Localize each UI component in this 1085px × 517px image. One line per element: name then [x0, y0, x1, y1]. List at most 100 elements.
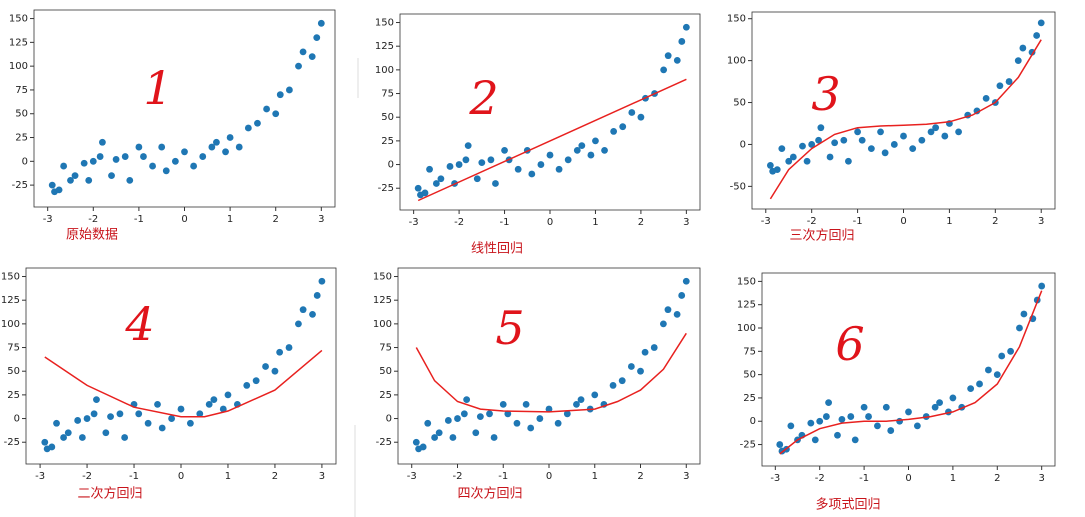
y-tick-label: 125	[375, 41, 394, 52]
data-point	[487, 156, 495, 164]
x-tick-label: -3	[770, 473, 780, 484]
data-point	[637, 367, 644, 375]
data-point	[463, 396, 471, 404]
data-point	[1007, 347, 1015, 355]
data-point	[890, 141, 898, 148]
data-point	[454, 415, 461, 422]
y-tick-label: 100	[1, 319, 20, 330]
data-point	[555, 165, 563, 173]
data-point	[490, 434, 498, 441]
data-point	[460, 410, 468, 418]
data-point	[847, 413, 855, 420]
data-point	[158, 143, 166, 151]
data-point	[678, 292, 686, 299]
data-point	[927, 128, 935, 136]
data-point	[60, 434, 67, 441]
data-point	[967, 385, 975, 393]
caption: 原始数据	[66, 228, 118, 243]
handwritten-number: 3	[811, 67, 840, 121]
data-point	[513, 419, 521, 427]
y-tick-label: 75	[379, 343, 392, 354]
data-point	[419, 443, 427, 451]
data-point	[121, 153, 129, 160]
fit-line	[44, 349, 323, 418]
data-point	[1037, 19, 1045, 27]
x-tick-label: 1	[225, 471, 231, 482]
data-point	[295, 62, 302, 70]
x-tick-label: -3	[761, 216, 771, 227]
y-tick-label: 150	[1, 272, 20, 283]
data-point	[432, 180, 440, 187]
data-point	[773, 166, 781, 174]
data-point	[308, 53, 316, 61]
data-point	[785, 157, 793, 165]
data-point	[295, 320, 302, 328]
data-point	[522, 400, 530, 408]
x-tick-label: 2	[637, 471, 643, 482]
data-point	[67, 176, 74, 184]
data-point	[659, 320, 667, 328]
data-point	[573, 146, 581, 154]
x-tick-label: 3	[318, 214, 324, 225]
data-point	[412, 438, 420, 446]
y-tick-label: 50	[7, 366, 20, 377]
data-point	[464, 142, 472, 150]
data-point	[1020, 310, 1028, 318]
data-point	[867, 145, 875, 153]
data-point	[48, 181, 56, 189]
axes-frame	[25, 267, 337, 465]
data-point	[271, 367, 279, 375]
x-tick-label: 3	[1038, 473, 1044, 484]
x-tick-label: 1	[227, 214, 233, 225]
x-tick-label: -3	[409, 217, 419, 228]
data-point	[881, 149, 889, 157]
data-point	[71, 172, 79, 179]
data-point	[435, 429, 443, 437]
y-tick-label: -25	[12, 180, 28, 191]
y-tick-label: 75	[7, 343, 20, 354]
data-point	[60, 162, 68, 170]
x-tick-label: 0	[181, 214, 187, 225]
x-tick-label: -2	[88, 214, 98, 225]
caption: 线性回归	[471, 242, 523, 257]
handwritten-number: 4	[124, 297, 154, 351]
axes-frame	[397, 267, 701, 465]
x-tick-label: 2	[638, 217, 644, 228]
data-point	[619, 123, 627, 131]
y-tick-label: 25	[15, 133, 28, 144]
data-point	[976, 380, 983, 388]
x-tick-label: -2	[454, 217, 464, 228]
data-point	[817, 124, 825, 132]
x-tick-label: 3	[683, 217, 689, 228]
x-tick-label: 1	[592, 471, 598, 482]
data-point	[158, 424, 166, 432]
y-tick-label: 125	[373, 295, 392, 306]
panel: -3 -2 -1 0 1 2 3 -25 0 25 50 75 100 125 150 线性回归 2	[375, 13, 701, 257]
y-tick-label: -25	[740, 440, 756, 451]
data-point	[414, 184, 422, 192]
data-point	[564, 156, 572, 164]
data-point	[787, 422, 795, 430]
y-tick-label: 75	[15, 85, 28, 96]
x-tick-label: 0	[900, 216, 906, 227]
data-point	[107, 413, 114, 421]
x-tick-label: -2	[82, 471, 92, 482]
y-tick-label: -50	[730, 181, 746, 192]
handwritten-number: 1	[143, 61, 172, 115]
x-tick-label: 2	[272, 471, 278, 482]
data-point	[177, 405, 185, 413]
x-tick-label: -1	[134, 214, 144, 225]
y-tick-label: 50	[733, 98, 746, 109]
data-point	[455, 161, 463, 168]
data-point	[205, 400, 213, 408]
y-tick-label: 150	[9, 14, 28, 25]
data-point	[276, 91, 284, 99]
data-point	[276, 348, 284, 356]
x-tick-label: 1	[592, 217, 598, 228]
data-point	[822, 413, 830, 420]
data-point	[1019, 44, 1027, 52]
fit-line	[417, 78, 687, 202]
data-point	[650, 344, 658, 351]
data-point	[973, 107, 981, 115]
data-point	[504, 410, 512, 418]
